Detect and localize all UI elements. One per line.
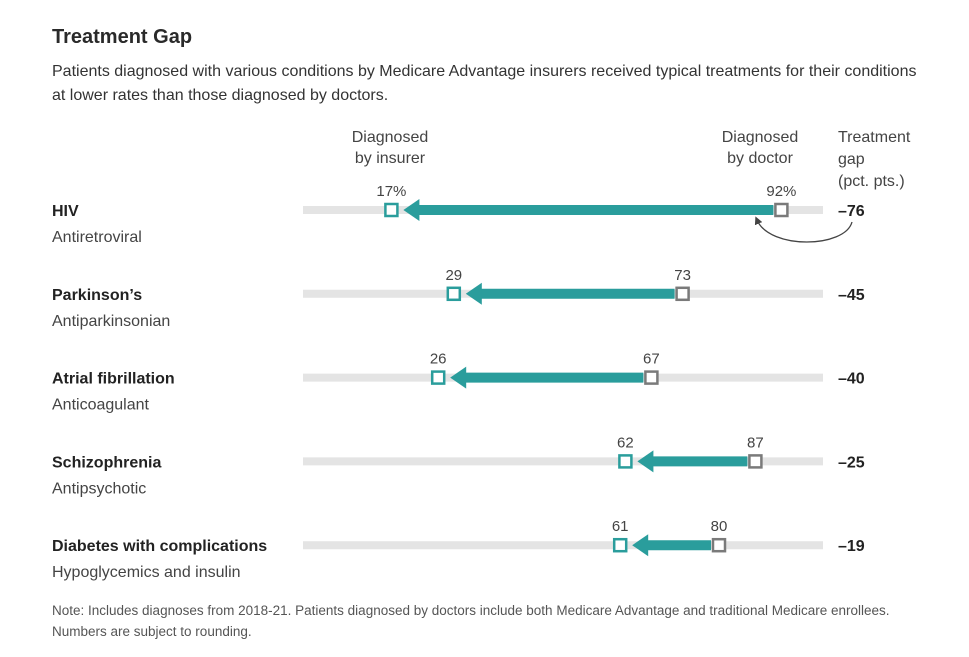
insurer-value-label: 62 [617, 434, 634, 451]
gap-arrow-head [403, 199, 420, 221]
doctor-value-label: 92% [766, 183, 796, 200]
gap-value: –19 [838, 538, 865, 555]
insurer-value-label: 26 [430, 351, 447, 368]
chart-row: Diabetes with complications Hypoglycemics… [52, 518, 865, 581]
doctor-value-label: 67 [643, 351, 660, 368]
gap-arrow-head [465, 282, 482, 305]
gap-arrow-head [450, 366, 467, 389]
chart-row: HIV Antiretroviral 17% 92% –76 [52, 183, 865, 246]
gap-value: –45 [838, 287, 865, 304]
header-gap-line: gap [838, 151, 865, 168]
row-condition: Atrial fibrillation [52, 371, 175, 388]
column-headers: Diagnosed by insurer Diagnosed by doctor Tre… [352, 129, 911, 190]
chart-row: Parkinson’s Antiparkinsonian 29 73 –45 [52, 267, 865, 330]
annotation [754, 216, 853, 243]
chart-row: Schizophrenia Antipsychotic 62 87 –25 [52, 434, 865, 497]
chart-row: Atrial fibrillation Anticoagulant 26 67 –40 [52, 351, 865, 414]
doctor-value-label: 73 [674, 267, 691, 284]
gap-arrow-head [632, 534, 649, 557]
header-gap-line: Treatment [838, 129, 911, 146]
insurer-marker [384, 202, 399, 218]
row-treatment: Hypoglycemics and insulin [52, 564, 241, 581]
row-condition: Parkinson’s [52, 287, 142, 304]
doctor-marker [644, 370, 659, 385]
insurer-marker [612, 537, 628, 553]
insurer-value-label: 29 [445, 267, 462, 284]
doctor-marker [711, 537, 727, 553]
chart-subtitle: Patients diagnosed with various conditio… [52, 63, 917, 104]
header-insurer-line: by insurer [355, 150, 426, 167]
header-gap-line: (pct. pts.) [838, 173, 905, 190]
row-condition: HIV [52, 203, 79, 220]
gap-annotation-arrow [754, 216, 853, 243]
gap-value: –25 [838, 454, 865, 471]
header-insurer-line: Diagnosed [352, 129, 429, 146]
insurer-marker [446, 286, 462, 302]
dumbbell-chart: Diagnosed by insurer Diagnosed by doctor Tre… [52, 129, 911, 581]
chart-note: Note: Includes diagnoses from 2018-21. P… [52, 603, 890, 639]
row-treatment: Antiretroviral [52, 229, 142, 246]
insurer-marker [430, 370, 446, 385]
row-treatment: Anticoagulant [52, 397, 150, 414]
chart-title: Treatment Gap [52, 26, 193, 48]
gap-value: –40 [838, 371, 865, 388]
row-treatment: Antipsychotic [52, 480, 146, 497]
insurer-marker [618, 454, 633, 469]
doctor-marker [675, 286, 690, 302]
doctor-value-label: 80 [711, 518, 728, 535]
row-treatment: Antiparkinsonian [52, 313, 170, 330]
doctor-value-label: 87 [747, 434, 764, 451]
insurer-value-label: 61 [612, 518, 629, 535]
header-doctor-line: by doctor [727, 150, 793, 167]
gap-value: –76 [838, 203, 865, 220]
doctor-marker [774, 202, 789, 218]
doctor-marker [748, 454, 763, 469]
row-condition: Schizophrenia [52, 454, 161, 471]
row-condition: Diabetes with complications [52, 538, 267, 555]
insurer-value-label: 17% [376, 183, 406, 200]
gap-arrow-head [637, 450, 654, 473]
header-doctor-line: Diagnosed [722, 129, 799, 146]
chart-rows: HIV Antiretroviral 17% 92% –76 Parkinson’s Ant… [52, 183, 865, 581]
